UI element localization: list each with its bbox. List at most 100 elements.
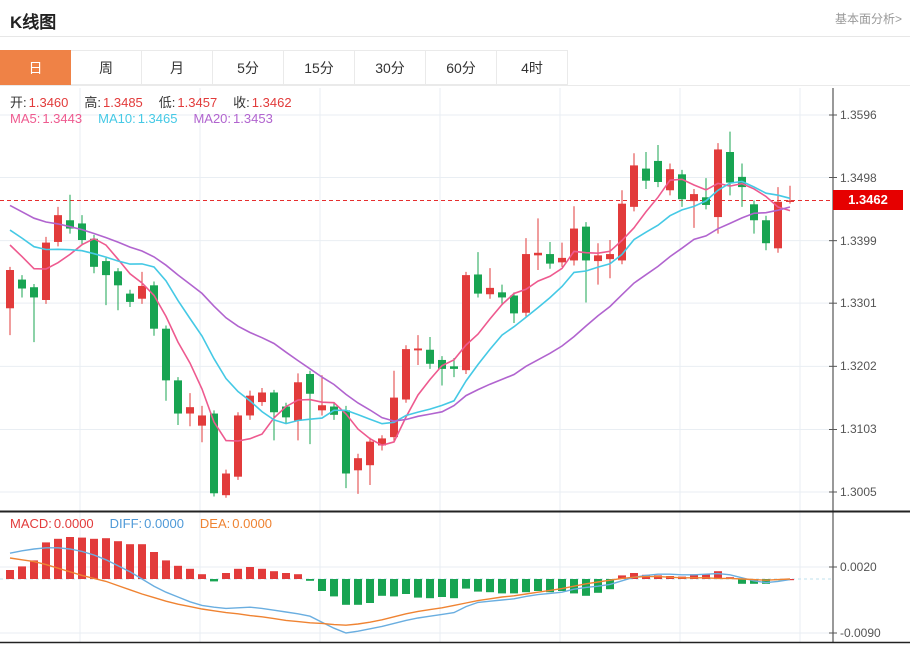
candle-body xyxy=(726,151,734,183)
legend-ohlc-item-high: 高: 1.3485 xyxy=(84,92,142,111)
macd-hist-bar xyxy=(138,544,146,579)
macd-hist-bar xyxy=(426,579,434,599)
macd-hist-bar xyxy=(714,571,722,579)
ma5-line xyxy=(9,178,791,447)
candle-body xyxy=(306,373,314,394)
legend-ma-item-ma5: MA5: 1.3443 xyxy=(10,111,82,126)
diff-value: 0.0000 xyxy=(144,516,184,531)
macd-label: MACD: xyxy=(10,516,52,531)
page-title: K线图 xyxy=(10,13,57,32)
macd-hist-bar xyxy=(198,574,206,579)
tab-30min[interactable]: 30分 xyxy=(355,50,426,85)
tab-day[interactable]: 日 xyxy=(0,50,71,85)
candle-body xyxy=(6,270,14,309)
close-value: 1.3462 xyxy=(251,95,292,110)
candle-body xyxy=(342,410,350,474)
candle-body xyxy=(42,242,50,300)
candle-body xyxy=(414,348,422,351)
macd-hist-bar xyxy=(450,579,458,599)
legend-macd-item-diff: DIFF: 0.0000 xyxy=(110,516,184,531)
price-axis-tick-label: 1.3301 xyxy=(840,296,877,311)
page-header: K线图 基本面分析> xyxy=(0,0,910,37)
candle-body xyxy=(174,380,182,414)
candle-body xyxy=(522,254,530,313)
candle-body xyxy=(786,200,794,202)
legend-ohlc-item-close: 收: 1.3462 xyxy=(233,92,291,111)
candle-body xyxy=(690,194,698,202)
legend-macd-item-macd: MACD: 0.0000 xyxy=(10,516,94,531)
macd-hist-bar xyxy=(546,579,554,593)
candle-body xyxy=(318,405,326,411)
candle-body xyxy=(402,349,410,400)
tab-60min[interactable]: 60分 xyxy=(426,50,497,85)
tab-4hour[interactable]: 4时 xyxy=(497,50,568,85)
price-axis-tick-label: 1.3399 xyxy=(840,233,877,248)
macd-hist-bar xyxy=(102,538,110,579)
tab-week[interactable]: 周 xyxy=(71,50,142,85)
macd-hist-bar xyxy=(738,579,746,584)
candle-body xyxy=(162,328,170,381)
macd-hist-bar xyxy=(90,538,98,579)
candle-body xyxy=(642,168,650,181)
legend-ohlc-item-open: 开: 1.3460 xyxy=(10,92,68,111)
macd-hist-bar xyxy=(30,560,38,579)
candle-body xyxy=(654,160,662,182)
ma5-label: MA5: xyxy=(10,111,41,126)
macd-hist-bar xyxy=(258,568,266,579)
macd-hist-bar xyxy=(174,565,182,579)
macd-legend: MACD: 0.0000 DIFF: 0.0000 DEA: 0.0000 xyxy=(10,516,272,531)
tab-15min[interactable]: 15分 xyxy=(284,50,355,85)
macd-hist-bar xyxy=(342,579,350,605)
macd-hist-bar xyxy=(378,579,386,596)
candle-body xyxy=(150,285,158,329)
macd-hist-bar xyxy=(510,579,518,594)
price-axis-tick-label: 1.3202 xyxy=(840,359,877,374)
legend-ma-item-ma20: MA20: 1.3453 xyxy=(193,111,272,126)
legend-macd-item-dea: DEA: 0.0000 xyxy=(200,516,272,531)
price-axis-tick-label: 1.3103 xyxy=(840,422,877,437)
macd-hist-bar xyxy=(210,579,218,582)
macd-hist-bar xyxy=(438,579,446,597)
candle-body xyxy=(618,203,626,261)
close-label: 收: xyxy=(233,95,250,110)
fundamental-analysis-link[interactable]: 基本面分析> xyxy=(834,12,902,26)
candle-body xyxy=(762,220,770,244)
macd-hist-bar xyxy=(498,579,506,594)
candle-body xyxy=(510,295,518,314)
candle-body xyxy=(606,254,614,260)
candle-body xyxy=(558,257,566,263)
candle-body xyxy=(438,359,446,369)
macd-hist-bar xyxy=(78,537,86,579)
candle-body xyxy=(450,366,458,369)
dea-value: 0.0000 xyxy=(232,516,273,531)
candle-body xyxy=(138,285,146,299)
candle-body xyxy=(54,215,62,242)
price-axis-tick-label: 1.3005 xyxy=(840,484,877,499)
candle-body xyxy=(486,287,494,295)
macd-hist-bar xyxy=(354,579,362,605)
macd-hist-bar xyxy=(42,542,50,579)
candle-body xyxy=(546,254,554,264)
candle-body xyxy=(234,415,242,477)
macd-hist-bar xyxy=(114,541,122,579)
candle-body xyxy=(534,252,542,256)
tab-5min[interactable]: 5分 xyxy=(213,50,284,85)
macd-hist-bar xyxy=(414,579,422,598)
macd-hist-bar xyxy=(390,579,398,597)
macd-hist-bar xyxy=(522,579,530,593)
macd-hist-bar xyxy=(162,560,170,579)
price-axis-tick-label: 1.3596 xyxy=(840,108,877,122)
macd-hist-bar xyxy=(318,579,326,591)
candle-body xyxy=(750,204,758,221)
current-price-tag: 1.3462 xyxy=(833,190,903,211)
candle-body xyxy=(66,220,74,229)
candle-body xyxy=(366,441,374,466)
macd-value: 0.0000 xyxy=(53,516,94,531)
macd-hist-bar xyxy=(66,537,74,579)
macd-hist-bar xyxy=(234,568,242,579)
candle-body xyxy=(102,261,110,276)
candle-body xyxy=(270,392,278,413)
tab-month[interactable]: 月 xyxy=(142,50,213,85)
candle-body xyxy=(582,226,590,261)
